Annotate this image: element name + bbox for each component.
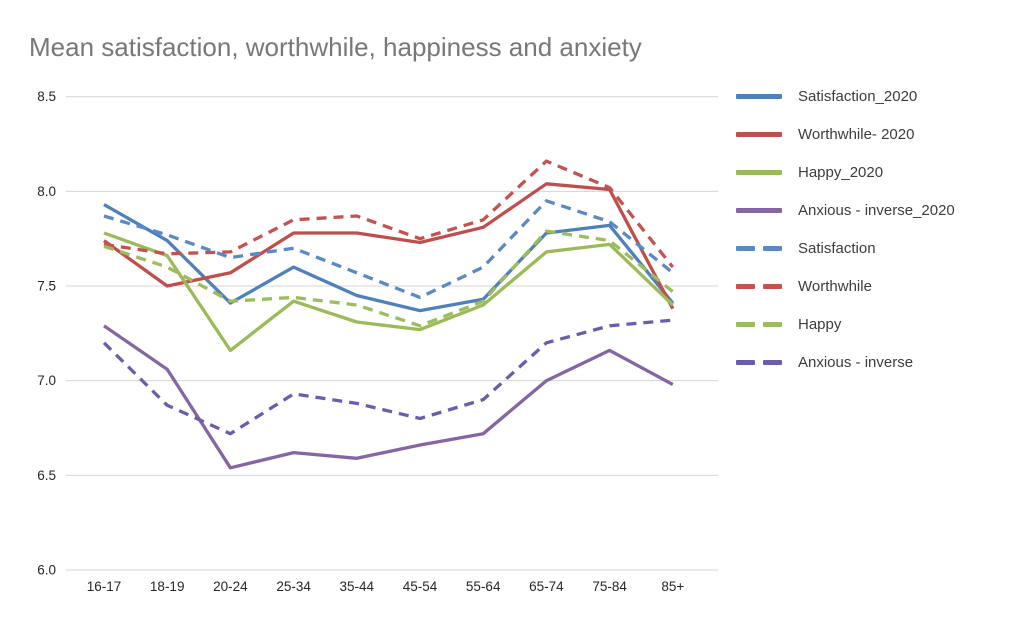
y-axis-tick-label: 6.5 xyxy=(37,468,56,483)
legend-swatch-dash xyxy=(736,322,755,327)
legend-item: Satisfaction xyxy=(736,238,1014,259)
series-line-anxious-inverse xyxy=(102,318,673,436)
series-line-worthwhile-2020 xyxy=(103,182,675,310)
legend-label: Satisfaction xyxy=(798,240,876,257)
legend-label: Worthwhile xyxy=(798,278,872,295)
series-line-satisfaction xyxy=(103,199,674,300)
legend-label: Satisfaction_2020 xyxy=(798,88,918,105)
y-axis-tick-label: 7.5 xyxy=(37,279,56,294)
legend-item: Satisfaction_2020 xyxy=(736,86,1014,107)
x-axis-tick-label: 16-17 xyxy=(87,579,122,594)
legend-swatch-dash xyxy=(736,284,755,289)
x-axis-tick-label: 75-84 xyxy=(592,579,627,594)
legend-item: Anxious - inverse_2020 xyxy=(736,200,1014,221)
legend-swatch-dashed-line xyxy=(736,246,782,251)
y-axis-tick-label: 7.0 xyxy=(37,373,56,388)
x-axis-tick-label: 25-34 xyxy=(276,579,311,594)
legend-item: Worthwhile xyxy=(736,276,1014,297)
series-line-happy-2020 xyxy=(103,231,674,353)
y-axis-tick-label: 8.5 xyxy=(37,89,56,104)
legend-swatch-dashed-line xyxy=(736,284,782,289)
legend-label: Happy_2020 xyxy=(798,164,884,181)
x-axis-tick-label: 45-54 xyxy=(403,579,438,594)
legend-swatch-dash xyxy=(736,246,755,251)
legend-item: Anxious - inverse xyxy=(736,352,1014,373)
series-line-happy xyxy=(103,229,674,328)
x-axis-tick-label: 18-19 xyxy=(150,579,185,594)
legend-label: Anxious - inverse_2020 xyxy=(798,202,955,219)
legend-swatch-dash xyxy=(763,360,782,365)
series-line-worthwhile xyxy=(103,159,675,269)
legend-swatch-dashed-line xyxy=(736,360,782,365)
legend-label: Worthwhile- 2020 xyxy=(798,126,915,143)
legend-label: Happy xyxy=(798,316,842,333)
series-line-satisfaction-2020 xyxy=(103,203,675,313)
x-axis-tick-label: 85+ xyxy=(661,579,684,594)
legend-item: Happy_2020 xyxy=(736,162,1014,183)
chart-legend: Satisfaction_2020 Worthwhile- 2020 Happy_2… xyxy=(736,86,1014,390)
x-axis-tick-label: 65-74 xyxy=(529,579,564,594)
y-axis-tick-label: 8.0 xyxy=(37,184,56,199)
x-axis-tick-label: 55-64 xyxy=(466,579,501,594)
legend-label: Anxious - inverse xyxy=(798,354,914,371)
y-axis-tick-label: 6.0 xyxy=(37,563,56,578)
x-axis-tick-label: 35-44 xyxy=(340,579,375,594)
legend-swatch-solid-line xyxy=(736,170,782,175)
legend-swatch-dash xyxy=(763,322,782,327)
x-axis-tick-label: 20-24 xyxy=(213,579,248,594)
chart-title: Mean satisfaction, worthwhile, happiness… xyxy=(29,32,642,62)
legend-swatch-dash xyxy=(763,246,782,251)
legend-swatch-dash xyxy=(763,284,782,289)
series-line-anxious-inverse-2020 xyxy=(103,324,674,470)
legend-swatch-solid-line xyxy=(736,94,782,99)
legend-item: Worthwhile- 2020 xyxy=(736,124,1014,145)
legend-swatch-dash xyxy=(736,360,755,365)
legend-swatch-dashed-line xyxy=(736,322,782,327)
legend-swatch-solid-line xyxy=(736,208,782,213)
legend-item: Happy xyxy=(736,314,1014,335)
legend-swatch-solid-line xyxy=(736,132,782,137)
